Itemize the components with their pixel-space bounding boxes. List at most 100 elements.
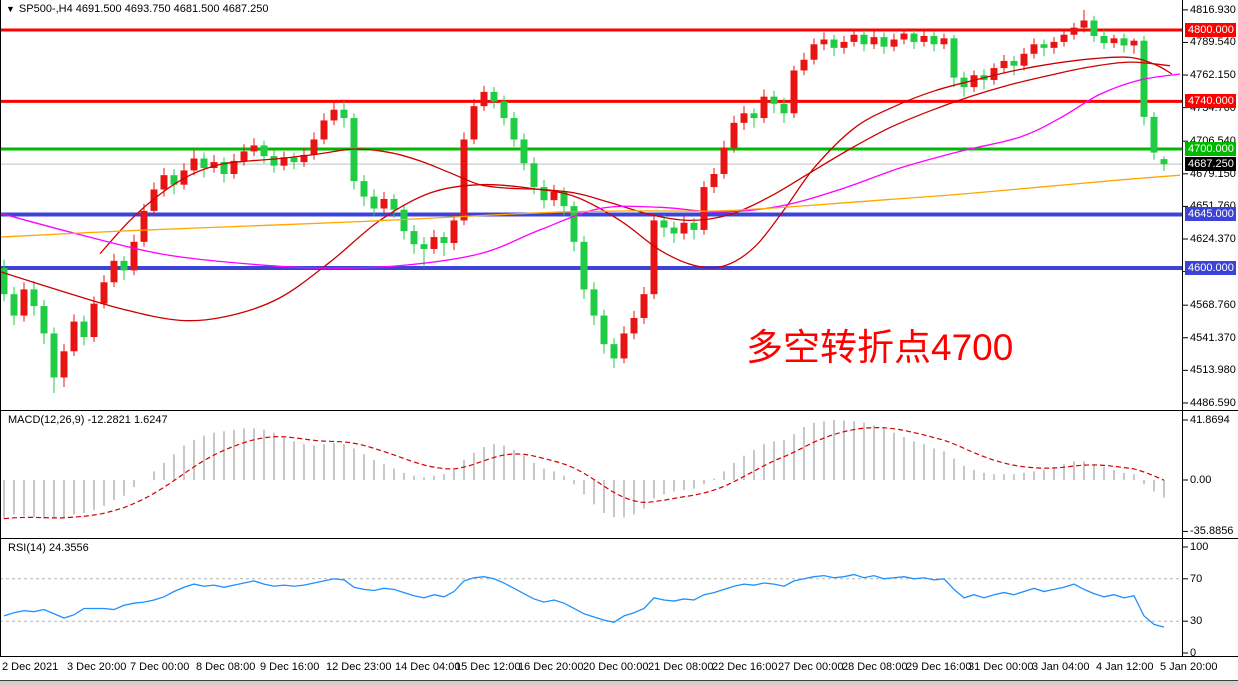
candle-body xyxy=(1160,159,1168,165)
candle-body xyxy=(460,139,468,221)
candle-body xyxy=(1100,35,1108,44)
chart-title-text: SP500-,H4 4691.500 4693.750 4681.500 468… xyxy=(18,3,269,15)
candle-body xyxy=(50,333,58,378)
ma-magenta xyxy=(0,73,1181,269)
candle-body xyxy=(240,151,248,161)
price-badge-4687.250: 4687.250 xyxy=(1185,157,1236,172)
macd-signal-line xyxy=(3,427,1165,520)
price-badge-4645.000: 4645.000 xyxy=(1185,207,1236,222)
chart-title: ▼ SP500-,H4 4691.500 4693.750 4681.500 46… xyxy=(6,3,268,16)
candle-body xyxy=(560,191,568,207)
candle-body xyxy=(940,38,948,45)
candle-body xyxy=(900,33,908,40)
candle-body xyxy=(1060,34,1068,42)
candle-body xyxy=(930,35,938,45)
candle-body xyxy=(310,139,318,155)
rsi-indicator-label: RSI(14) 24.3556 xyxy=(8,542,89,554)
candle-body xyxy=(90,303,98,338)
candle-body xyxy=(690,222,698,230)
candle-body xyxy=(650,220,658,295)
candle-body xyxy=(220,162,228,174)
candle-body xyxy=(1000,60,1008,69)
candle-body xyxy=(360,181,368,197)
candle-body xyxy=(450,220,458,244)
candle-body xyxy=(300,154,308,163)
time-axis-label: 20 Dec 00:00 xyxy=(583,661,649,673)
time-axis-label: 28 Dec 08:00 xyxy=(842,661,908,673)
candle-body xyxy=(850,34,858,42)
candle-body xyxy=(670,227,678,234)
candle-body xyxy=(210,162,218,169)
price-tick-label: 4568.760 xyxy=(1190,299,1236,312)
candle-body xyxy=(440,237,448,244)
candle-body xyxy=(750,113,758,119)
candle-body xyxy=(390,198,398,210)
candle-body xyxy=(660,220,668,228)
candle-body xyxy=(820,39,828,45)
candle-body xyxy=(780,103,788,114)
rsi-scale-label: 30 xyxy=(1190,615,1203,628)
candle-body xyxy=(1040,44,1048,48)
candle-body xyxy=(710,173,718,188)
time-axis-label: 12 Dec 23:00 xyxy=(326,661,392,673)
price-tick-label: 4624.370 xyxy=(1190,232,1236,245)
time-axis-label: 27 Dec 00:00 xyxy=(778,661,844,673)
candle-body xyxy=(1030,44,1038,54)
candle-body xyxy=(80,321,88,338)
candle-body xyxy=(150,189,158,211)
candle-body xyxy=(230,160,238,174)
candle-body xyxy=(640,294,648,318)
ma-red-slow xyxy=(99,61,1171,255)
candle-body xyxy=(330,109,338,121)
time-axis-label: 5 Jan 20:00 xyxy=(1160,661,1218,673)
candle-body xyxy=(970,75,978,88)
time-axis-label: 15 Dec 12:00 xyxy=(455,661,521,673)
price-tick-label: 4486.590 xyxy=(1190,396,1236,409)
time-axis-label: 3 Dec 20:00 xyxy=(67,661,127,673)
candle-body xyxy=(340,109,348,119)
rsi-scale-label: 70 xyxy=(1190,572,1203,585)
candle-body xyxy=(1150,116,1158,153)
macd-scale-label: 41.8694 xyxy=(1190,413,1230,426)
candle-body xyxy=(840,41,848,48)
candle-body xyxy=(700,187,708,230)
candle-body xyxy=(860,34,868,45)
candle-body xyxy=(1070,27,1078,35)
price-tick-label: 4816.930 xyxy=(1190,3,1236,16)
time-axis-label: 4 Jan 12:00 xyxy=(1096,661,1154,673)
candle-body xyxy=(400,209,408,232)
candle-body xyxy=(320,120,328,140)
candle-body xyxy=(890,39,898,47)
time-axis-label: 21 Dec 08:00 xyxy=(648,661,714,673)
candle-body xyxy=(520,139,528,164)
candle-body xyxy=(260,145,268,157)
candle-body xyxy=(730,122,738,148)
candle-body xyxy=(1120,38,1128,46)
candle-body xyxy=(540,187,548,201)
candle-body xyxy=(20,289,28,316)
candle-body xyxy=(1080,20,1088,28)
candle-body xyxy=(190,158,198,171)
time-axis-label: 7 Dec 00:00 xyxy=(130,661,190,673)
candle-body xyxy=(740,113,748,123)
macd-indicator-label: MACD(12,26,9) -12.2821 1.6247 xyxy=(8,414,168,426)
candle-body xyxy=(570,206,578,242)
dropdown-icon[interactable]: ▼ xyxy=(6,4,15,14)
candle-body xyxy=(550,191,558,201)
candle-body xyxy=(0,268,8,295)
candle-body xyxy=(130,241,138,271)
candle-body xyxy=(280,157,288,166)
time-axis-label: 29 Dec 16:00 xyxy=(906,661,972,673)
candle-body xyxy=(530,163,538,188)
candle-body xyxy=(1110,38,1118,44)
candle-body xyxy=(120,260,128,271)
candle-body xyxy=(600,315,608,345)
time-axis-label: 8 Dec 08:00 xyxy=(196,661,256,673)
candle-body xyxy=(630,317,638,334)
candle-body xyxy=(370,196,378,209)
macd-scale-label: 0.00 xyxy=(1190,474,1212,486)
candle-body xyxy=(10,294,18,316)
rsi-scale-label: 100 xyxy=(1190,541,1209,553)
